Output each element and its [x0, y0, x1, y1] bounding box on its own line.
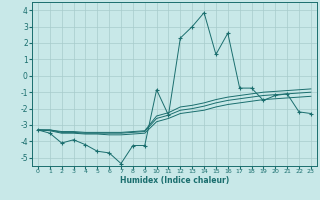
- X-axis label: Humidex (Indice chaleur): Humidex (Indice chaleur): [120, 176, 229, 185]
